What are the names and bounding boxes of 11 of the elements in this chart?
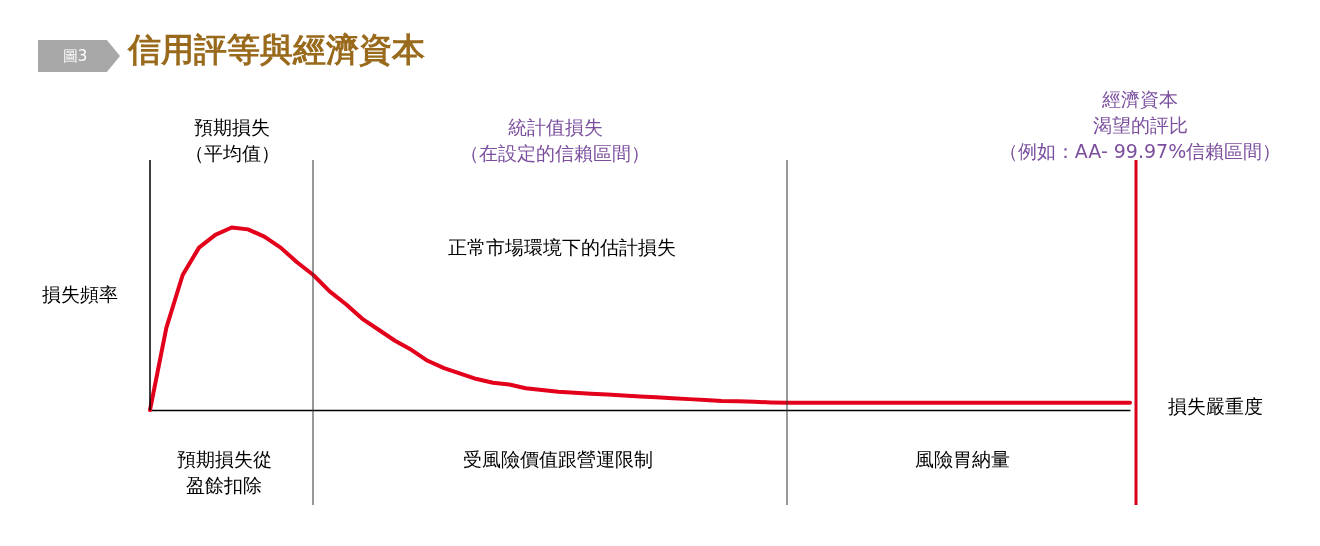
chart-subtitle: 圖3 (38, 40, 120, 72)
text: 風險胃納量 (914, 448, 1010, 470)
text: 統計值損失（在設定的信賴區間） (460, 116, 650, 164)
annotation: 正常市場環境下的估計損失 (448, 236, 676, 258)
text: 預期損失（平均值） (184, 116, 280, 164)
x-axis-title: 損失嚴重度 (1168, 394, 1263, 417)
text: 預期損失從盈餘扣除 (176, 448, 272, 496)
y-axis-title: 損失頻率 (42, 283, 118, 305)
chart-title: 信用評等與經濟資本 (128, 29, 425, 71)
text: 受風險價值跟營運限制 (463, 448, 653, 470)
text: 經濟資本渴望的評比（例如：AA- 99.97%信賴區間） (998, 88, 1282, 162)
